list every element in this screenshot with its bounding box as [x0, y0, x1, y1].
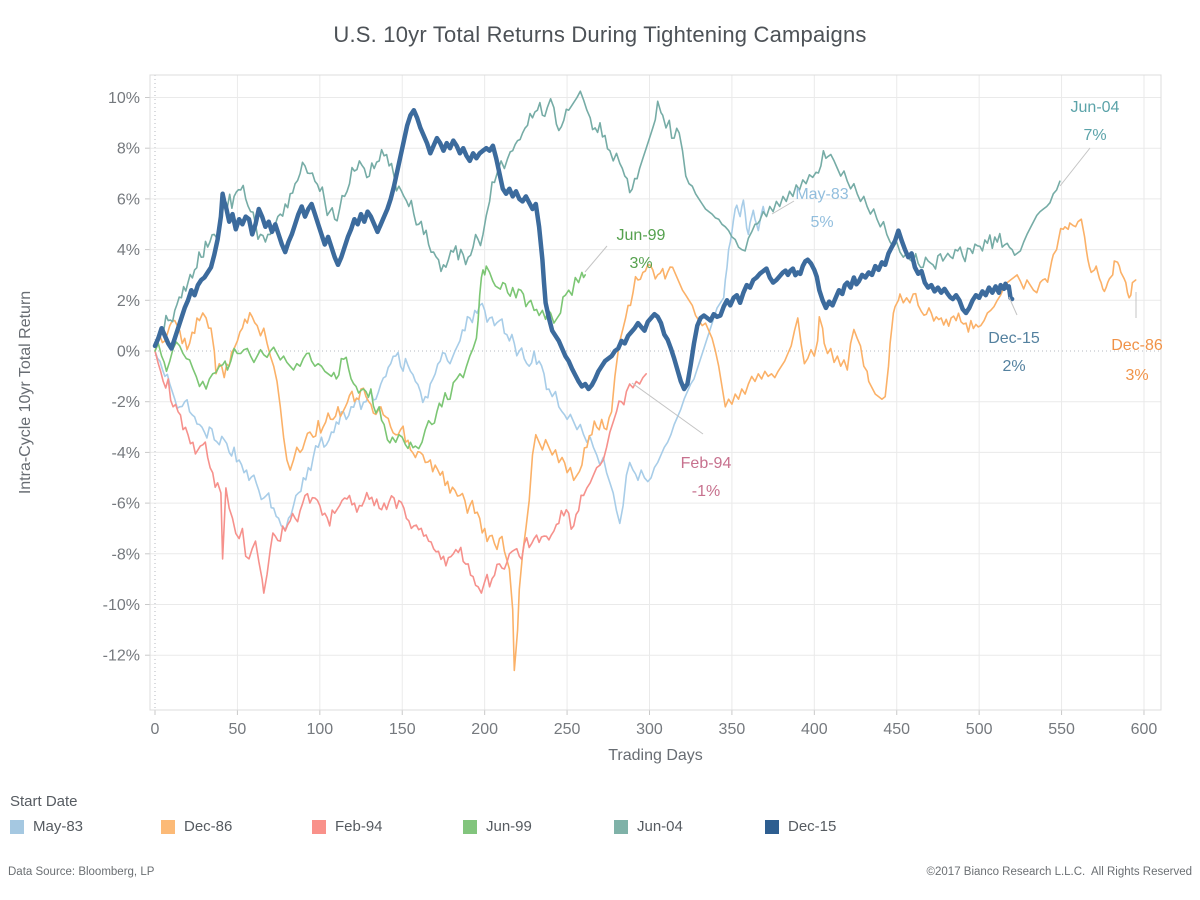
- annotation-leader-jun-99: [584, 245, 608, 273]
- y-axis-title: Intra-Cycle 10yr Total Return: [17, 291, 34, 494]
- returns-line-chart: 0 50 100 150 200 250 300 350 400 450 500 550 600 10% 8…: [17, 74, 1163, 764]
- legend-swatch-may-83: [10, 819, 24, 834]
- x-tick-label: 0: [151, 721, 160, 738]
- x-tick-label: 100: [306, 721, 333, 738]
- copyright-note: ©2017 Bianco Research L.L.C. All Rights …: [926, 866, 1192, 878]
- x-axis-title: Trading Days: [608, 747, 703, 764]
- x-tick-label: 350: [719, 721, 746, 738]
- annotation-leader-may-83: [771, 200, 795, 215]
- legend-item-dec-15[interactable]: Dec-15: [765, 818, 836, 835]
- x-tick-label: 250: [554, 721, 581, 738]
- y-tick-label: -10%: [103, 597, 140, 614]
- annotation-dec-15-value: 2%: [1002, 358, 1025, 375]
- annotation-jun-99-value: 3%: [629, 255, 652, 272]
- annotation-dec-15-label: Dec-15: [988, 330, 1040, 347]
- legend-swatch-dec-86: [161, 819, 175, 834]
- legend-label: Dec-86: [184, 818, 233, 835]
- annotation-dec-86-value: 3%: [1125, 367, 1148, 384]
- y-tick-label: 6%: [117, 191, 140, 208]
- series-line-jun-04: [154, 90, 1061, 347]
- footer: Data Source: Bloomberg, LP ©2017 Bianco …: [0, 862, 1200, 888]
- annotation-jun-04-label: Jun-04: [1071, 99, 1120, 116]
- legend-item-dec-86[interactable]: Dec-86: [161, 818, 232, 835]
- legend-item-jun-04[interactable]: Jun-04: [614, 818, 683, 835]
- annotation-leader-feb-94: [631, 382, 704, 435]
- plot-border: [149, 74, 1162, 711]
- annotation-dec-86-label: Dec-86: [1111, 337, 1163, 354]
- annotation-may-83-value: 5%: [810, 214, 833, 231]
- legend-item-may-83[interactable]: May-83: [10, 818, 83, 835]
- series-line-feb-94: [154, 350, 647, 594]
- data-source-note: Data Source: Bloomberg, LP: [8, 866, 155, 878]
- legend-swatch-jun-99: [463, 819, 477, 834]
- x-tick-label: 400: [801, 721, 828, 738]
- annotation-leader-dec-15: [1008, 296, 1018, 316]
- y-tick-label: 2%: [117, 293, 140, 310]
- x-tick-label: 500: [966, 721, 993, 738]
- x-tick-label: 450: [883, 721, 910, 738]
- x-tick-label: 150: [389, 721, 416, 738]
- x-tick-label: 200: [471, 721, 498, 738]
- x-tick-label: 300: [636, 721, 663, 738]
- legend-swatch-jun-04: [614, 819, 628, 834]
- annotation-jun-99-label: Jun-99: [617, 227, 666, 244]
- legend-title: Start Date: [10, 793, 78, 810]
- legend: Start Date May-83 Dec-86 Feb-94 Jun-99 Jun-0…: [0, 790, 1200, 850]
- legend-label: Jun-04: [637, 818, 683, 835]
- y-tick-label: -12%: [103, 648, 140, 665]
- legend-label: Jun-99: [486, 818, 532, 835]
- legend-swatch-feb-94: [312, 819, 326, 834]
- series-line-may-83: [154, 199, 766, 530]
- series-line-jun-99: [154, 265, 586, 450]
- y-tick-label: -6%: [112, 496, 140, 513]
- x-tick-label: 50: [229, 721, 247, 738]
- legend-label: Dec-15: [788, 818, 837, 835]
- y-tick-label: 10%: [108, 90, 140, 107]
- y-tick-label: 8%: [117, 141, 140, 158]
- y-tick-label: -8%: [112, 546, 140, 563]
- legend-swatch-dec-15: [765, 819, 779, 834]
- chart-title: U.S. 10yr Total Returns During Tightenin…: [333, 22, 867, 47]
- legend-item-jun-99[interactable]: Jun-99: [463, 818, 532, 835]
- annotation-may-83-label: May-83: [795, 186, 848, 203]
- x-tick-label: 600: [1131, 721, 1158, 738]
- legend-label: May-83: [33, 818, 84, 835]
- x-tick-label: 550: [1048, 721, 1075, 738]
- y-tick-label: 0%: [117, 344, 140, 361]
- y-tick-label: -4%: [112, 445, 140, 462]
- annotation-leader-jun-04: [1059, 147, 1091, 187]
- y-tick-label: 4%: [117, 242, 140, 259]
- series-line-dec-86: [154, 218, 1137, 672]
- legend-label: Feb-94: [335, 818, 383, 835]
- legend-item-feb-94[interactable]: Feb-94: [312, 818, 383, 835]
- series-line-dec-15: [152, 107, 1015, 392]
- y-tick-label: -2%: [112, 394, 140, 411]
- annotation-feb-94-value: -1%: [692, 483, 720, 500]
- annotation-jun-04-value: 7%: [1083, 127, 1106, 144]
- annotation-feb-94-label: Feb-94: [681, 455, 732, 472]
